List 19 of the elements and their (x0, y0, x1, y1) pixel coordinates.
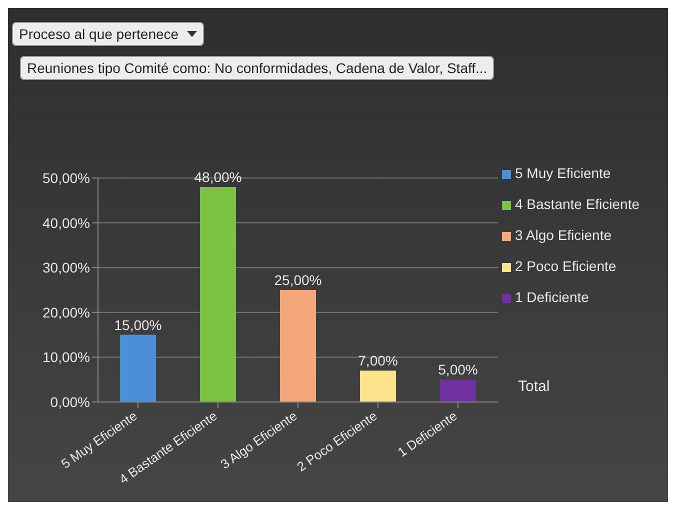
y-tick-label: 20,00% (42, 304, 90, 320)
legend-label: 4 Bastante Eficiente (515, 196, 640, 212)
data-label: 5,00% (438, 362, 478, 378)
y-tick-label: 30,00% (42, 260, 90, 276)
y-tick-label: 0,00% (50, 394, 90, 410)
y-tick-label: 10,00% (42, 349, 90, 366)
y-tick-label: 40,00% (42, 214, 90, 231)
y-tick-label: 50,00% (42, 170, 90, 186)
text: Reuniones tipo Comité como: No conformidades, Cadena de Valor, Staff... (20, 56, 494, 80)
legend-label: 5 Muy Eficiente (515, 165, 611, 181)
legend-label: 3 Algo Eficiente (515, 227, 612, 243)
text: Total (518, 378, 550, 395)
data-label: 7,00% (358, 352, 398, 369)
legend-label: 1 Deficiente (515, 289, 589, 305)
text: Proceso al que pertenece (19, 26, 179, 42)
data-label: 25,00% (274, 272, 322, 288)
legend-label: 2 Poco Eficiente (515, 258, 616, 274)
data-label: 15,00% (114, 316, 162, 333)
data-label: 48,00% (194, 168, 242, 185)
